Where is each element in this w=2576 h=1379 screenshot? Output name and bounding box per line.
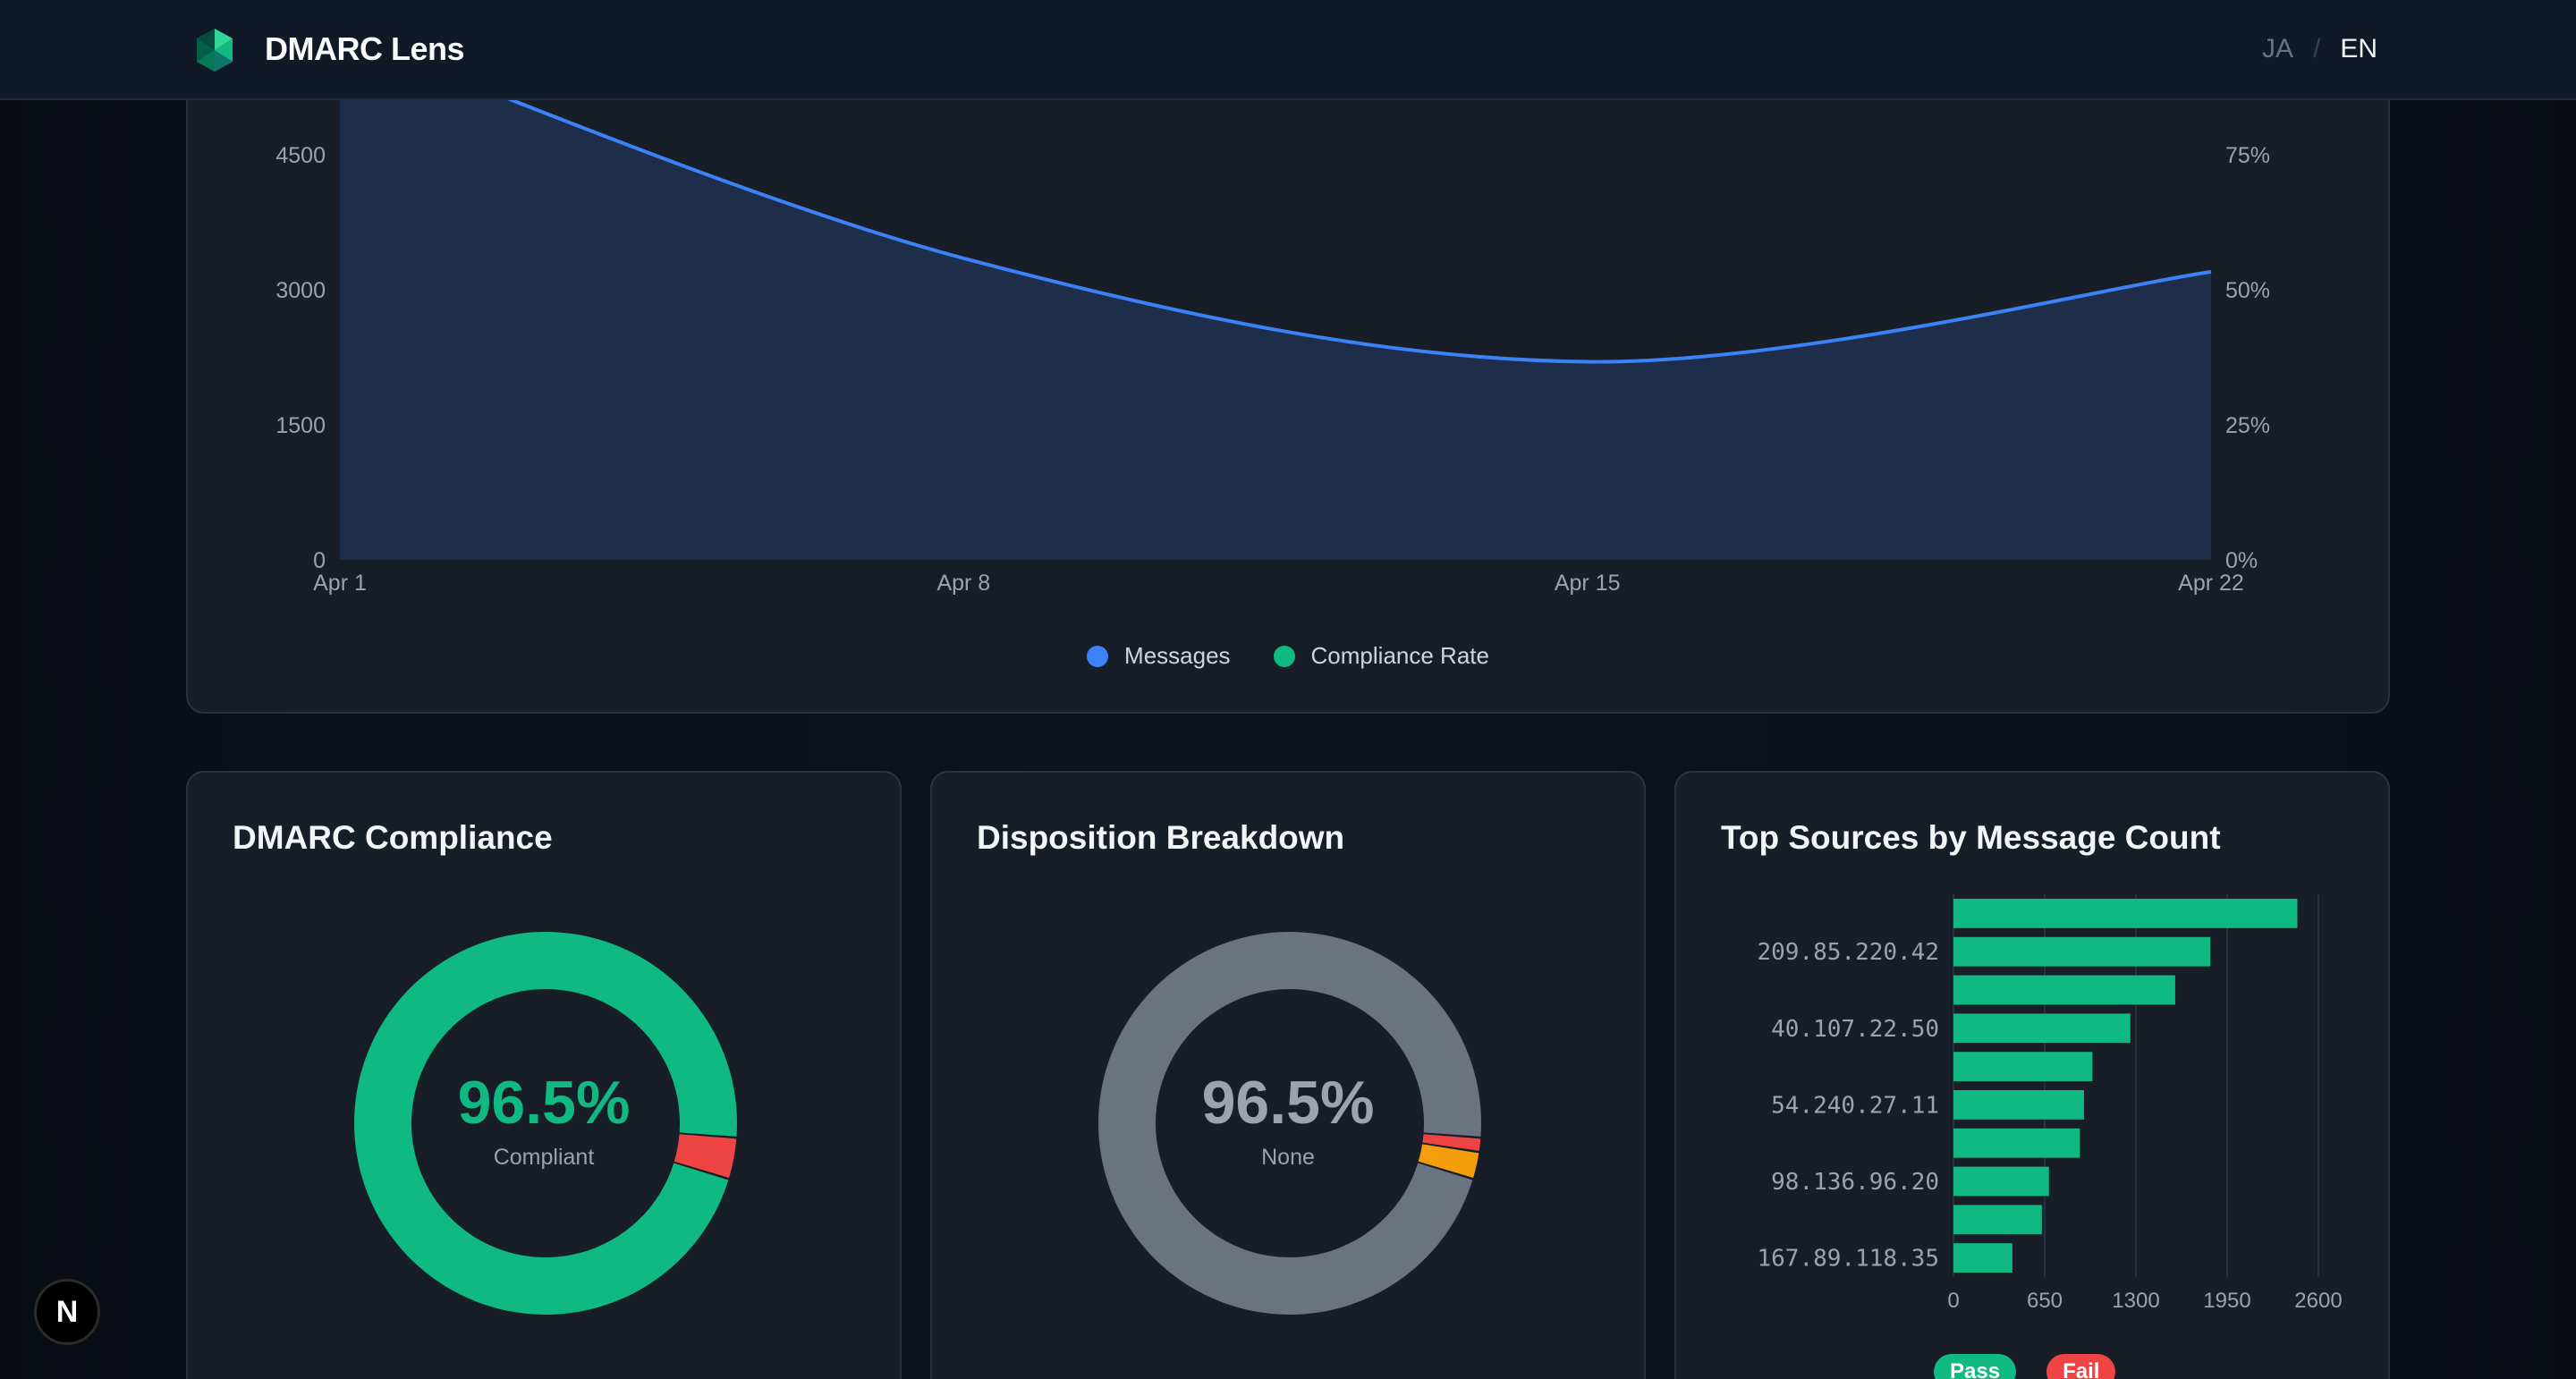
source-ip-label: 98.136.96.20	[1771, 1169, 1939, 1196]
source-bar	[1953, 1205, 2042, 1235]
source-ip-label: 54.240.27.11	[1771, 1092, 1939, 1119]
source-bar	[1953, 1052, 2093, 1081]
x-tick-label: Apr 1	[313, 571, 367, 596]
source-ip-label: 209.85.220.42	[1758, 939, 1940, 966]
source-bar	[1953, 975, 2175, 1005]
language-ja-link[interactable]: JA	[2261, 34, 2293, 63]
app-logo-icon	[197, 29, 233, 72]
y-left-tick-label: 0	[313, 548, 326, 573]
top-navigation-bar: DMARC Lens JA / EN	[0, 0, 2576, 100]
messages-area-fill	[340, 33, 2211, 561]
disposition-breakdown-card: Disposition Breakdown 96.5% None	[930, 771, 1646, 1379]
app-title: DMARC Lens	[265, 30, 465, 67]
pass-badge[interactable]: Pass	[1934, 1354, 2017, 1379]
dmarc-compliance-card: DMARC Compliance 96.5% Compliant	[186, 771, 902, 1379]
language-en-link[interactable]: EN	[2340, 34, 2377, 63]
top-sources-card: Top Sources by Message Count 0 650 1300 195…	[1674, 771, 2390, 1379]
legend-item-messages[interactable]: Messages	[1087, 642, 1231, 670]
source-bar	[1953, 936, 2211, 967]
disposition-breakdown-title: Disposition Breakdown	[977, 819, 1345, 856]
legend-label-compliance-rate: Compliance Rate	[1310, 642, 1489, 669]
x-tick-label: 650	[2027, 1289, 2063, 1313]
compliance-rate-value: 96.5%	[457, 1069, 631, 1137]
message-trend-card: 0 0% 1500 25% 3000 50% 4500 75% Apr 1 Apr 8 Apr 15…	[186, 0, 2390, 714]
source-ip-label: 167.89.118.35	[1758, 1246, 1940, 1273]
x-tick-label: 2600	[2294, 1289, 2342, 1313]
x-tick-label: 1300	[2112, 1289, 2159, 1313]
fail-badge[interactable]: Fail	[2046, 1354, 2116, 1379]
legend-dot-compliance-rate	[1273, 645, 1295, 667]
language-separator: /	[2312, 34, 2321, 63]
y-right-tick-label: 75%	[2225, 143, 2270, 168]
compliance-rate-label: Compliant	[493, 1145, 595, 1170]
source-bar	[1953, 899, 2298, 928]
legend-dot-messages	[1087, 645, 1109, 667]
disposition-none-value: 96.5%	[1201, 1069, 1375, 1137]
messages-series-line	[339, 31, 2212, 364]
x-tick-label: 0	[1947, 1289, 1959, 1313]
source-bar	[1953, 1090, 2084, 1120]
trend-chart-legend: Messages Compliance Rate	[188, 642, 2388, 670]
legend-item-compliance-rate[interactable]: Compliance Rate	[1273, 642, 1489, 670]
source-ip-label: 40.107.22.50	[1771, 1016, 1939, 1043]
dmarc-compliance-donut-chart	[353, 932, 737, 1315]
y-right-tick-label: 25%	[2225, 413, 2270, 438]
top-sources-legend: Pass Fail	[1934, 1354, 2116, 1379]
y-right-tick-label: 0%	[2225, 548, 2258, 573]
x-tick-label: Apr 8	[936, 571, 990, 596]
dmarc-compliance-title: DMARC Compliance	[233, 819, 553, 856]
donut-slice-quarantine	[1418, 1144, 1479, 1179]
top-sources-title: Top Sources by Message Count	[1721, 819, 2221, 856]
x-tick-label: Apr 22	[2178, 571, 2244, 596]
y-left-tick-label: 4500	[275, 143, 326, 168]
x-tick-label: 1950	[2203, 1289, 2250, 1313]
disposition-donut-chart	[1098, 932, 1481, 1315]
x-tick-label: Apr 15	[1555, 571, 1621, 596]
legend-label-messages: Messages	[1124, 642, 1231, 669]
y-left-tick-label: 1500	[275, 413, 326, 438]
donut-slice-none	[1098, 932, 1481, 1315]
donut-slice-compliant	[353, 932, 737, 1315]
source-bar	[1953, 1013, 2131, 1044]
donut-slice-non-compliant	[674, 1134, 737, 1179]
source-bar	[1953, 1166, 2049, 1197]
source-bar	[1953, 1128, 2080, 1158]
nextjs-dev-indicator-button[interactable]: N	[34, 1279, 100, 1345]
disposition-none-label: None	[1261, 1145, 1315, 1170]
language-switcher: JA / EN	[2262, 34, 2377, 64]
source-bar	[1953, 1243, 2012, 1273]
y-left-tick-label: 3000	[275, 278, 326, 303]
donut-slice-reject	[1422, 1134, 1481, 1151]
top-sources-bar-chart: 0 650 1300 1950 2600 209.85.220.42 40.107.22.5…	[1758, 894, 2343, 1313]
y-right-tick-label: 50%	[2225, 278, 2270, 303]
